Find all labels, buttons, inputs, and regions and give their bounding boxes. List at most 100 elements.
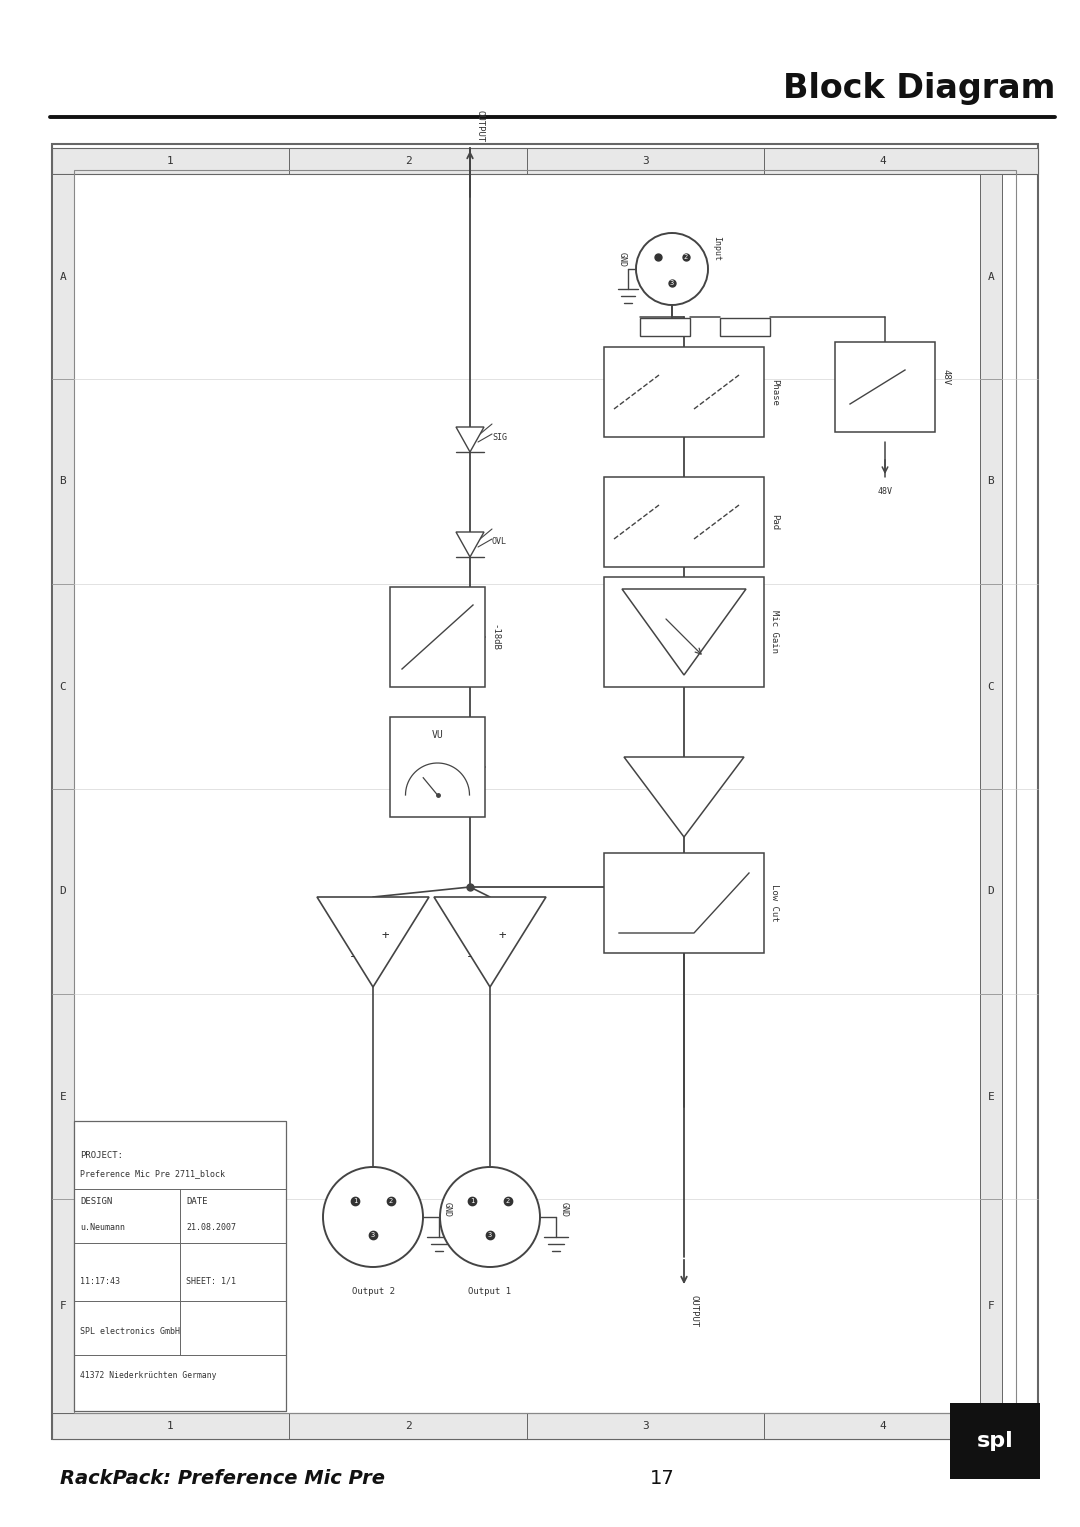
Bar: [604, 854, 764, 953]
Text: 1: 1: [167, 1422, 174, 1431]
Text: 3: 3: [670, 279, 674, 286]
Text: Input: Input: [712, 237, 721, 261]
Bar: [52, 144, 1038, 1438]
Text: 4: 4: [879, 1422, 887, 1431]
Text: Output 2: Output 2: [351, 1287, 394, 1296]
Bar: [52, 148, 1038, 174]
Bar: [720, 318, 770, 336]
Text: D: D: [987, 887, 995, 896]
Text: GND: GND: [443, 1202, 453, 1217]
Text: u.Neumann: u.Neumann: [80, 1223, 125, 1232]
Text: 21.08.2007: 21.08.2007: [186, 1223, 237, 1232]
Bar: [604, 476, 764, 567]
Text: DESIGN: DESIGN: [80, 1197, 112, 1206]
Text: 1: 1: [470, 1199, 474, 1203]
Bar: [640, 318, 690, 336]
Text: 2: 2: [405, 1422, 411, 1431]
Text: Preference Mic Pre 2711_block: Preference Mic Pre 2711_block: [80, 1170, 225, 1179]
Text: 48V: 48V: [877, 487, 892, 496]
Text: 3: 3: [488, 1232, 492, 1238]
Bar: [75, 1121, 286, 1411]
Bar: [980, 379, 1002, 583]
Text: -18dB: -18dB: [490, 623, 499, 651]
Text: SPL electronics GmbH: SPL electronics GmbH: [80, 1327, 180, 1336]
Bar: [980, 583, 1002, 789]
Text: -: -: [349, 950, 356, 964]
Text: Low Cut: Low Cut: [770, 884, 779, 922]
Bar: [390, 718, 485, 817]
Circle shape: [440, 1167, 540, 1267]
Bar: [980, 174, 1002, 379]
Text: F: F: [59, 1301, 66, 1312]
Circle shape: [636, 234, 708, 305]
Bar: [52, 1199, 75, 1412]
Text: 3: 3: [370, 1232, 375, 1238]
Text: B: B: [59, 476, 66, 487]
Bar: [604, 577, 764, 687]
Bar: [390, 586, 485, 687]
Text: OUTPUT: OUTPUT: [690, 1295, 699, 1327]
Text: C: C: [987, 681, 995, 692]
Bar: [980, 1199, 1002, 1412]
Bar: [980, 789, 1002, 994]
Bar: [950, 1403, 1040, 1480]
Text: 41372 Niederkrüchten Germany: 41372 Niederkrüchten Germany: [80, 1371, 216, 1379]
Bar: [75, 169, 1016, 1412]
Bar: [52, 174, 75, 379]
Bar: [52, 379, 75, 583]
Text: +: +: [381, 928, 389, 942]
Bar: [604, 347, 764, 437]
Text: B: B: [987, 476, 995, 487]
Text: OVL: OVL: [492, 538, 507, 547]
Bar: [52, 1412, 1038, 1438]
Text: E: E: [59, 1092, 66, 1101]
Polygon shape: [624, 757, 744, 837]
Circle shape: [323, 1167, 423, 1267]
Text: spl: spl: [976, 1431, 1013, 1451]
Text: 48V: 48V: [941, 370, 950, 385]
Text: C: C: [59, 681, 66, 692]
Text: 2: 2: [389, 1199, 393, 1203]
Bar: [835, 342, 935, 432]
Text: 3: 3: [643, 1422, 649, 1431]
Text: 1: 1: [662, 253, 666, 260]
Bar: [980, 994, 1002, 1199]
Text: Pad: Pad: [770, 515, 779, 530]
Text: 2: 2: [505, 1199, 510, 1203]
Text: GND: GND: [561, 1202, 569, 1217]
Text: DATE: DATE: [186, 1197, 207, 1206]
Text: GND: GND: [618, 252, 627, 267]
Text: 2: 2: [405, 156, 411, 166]
Text: Output 1: Output 1: [469, 1287, 512, 1296]
Polygon shape: [456, 531, 484, 557]
Text: OUTPUT: OUTPUT: [476, 110, 485, 142]
Text: E: E: [987, 1092, 995, 1101]
Text: F: F: [987, 1301, 995, 1312]
Text: 2: 2: [684, 253, 688, 260]
Text: -: -: [467, 950, 474, 964]
Text: SIG: SIG: [492, 432, 507, 441]
Text: 1: 1: [167, 156, 174, 166]
Polygon shape: [434, 896, 546, 986]
Text: Phase: Phase: [770, 379, 779, 406]
Text: 17: 17: [650, 1469, 675, 1489]
Bar: [52, 789, 75, 994]
Text: Block Diagram: Block Diagram: [783, 72, 1055, 105]
Text: VU: VU: [432, 730, 444, 741]
Text: SHEET: 1/1: SHEET: 1/1: [186, 1277, 237, 1286]
Polygon shape: [622, 589, 746, 675]
Polygon shape: [456, 428, 484, 452]
Text: Mic Gain: Mic Gain: [770, 611, 779, 654]
Bar: [52, 994, 75, 1199]
Text: RackPack: Preference Mic Pre: RackPack: Preference Mic Pre: [60, 1469, 384, 1489]
Text: A: A: [987, 272, 995, 281]
Text: +: +: [498, 928, 505, 942]
Text: 3: 3: [643, 156, 649, 166]
Text: 11:17:43: 11:17:43: [80, 1277, 120, 1286]
Bar: [52, 583, 75, 789]
Polygon shape: [318, 896, 429, 986]
Text: D: D: [59, 887, 66, 896]
Text: 1: 1: [353, 1199, 357, 1203]
Text: A: A: [59, 272, 66, 281]
Text: PROJECT:: PROJECT:: [80, 1150, 123, 1159]
